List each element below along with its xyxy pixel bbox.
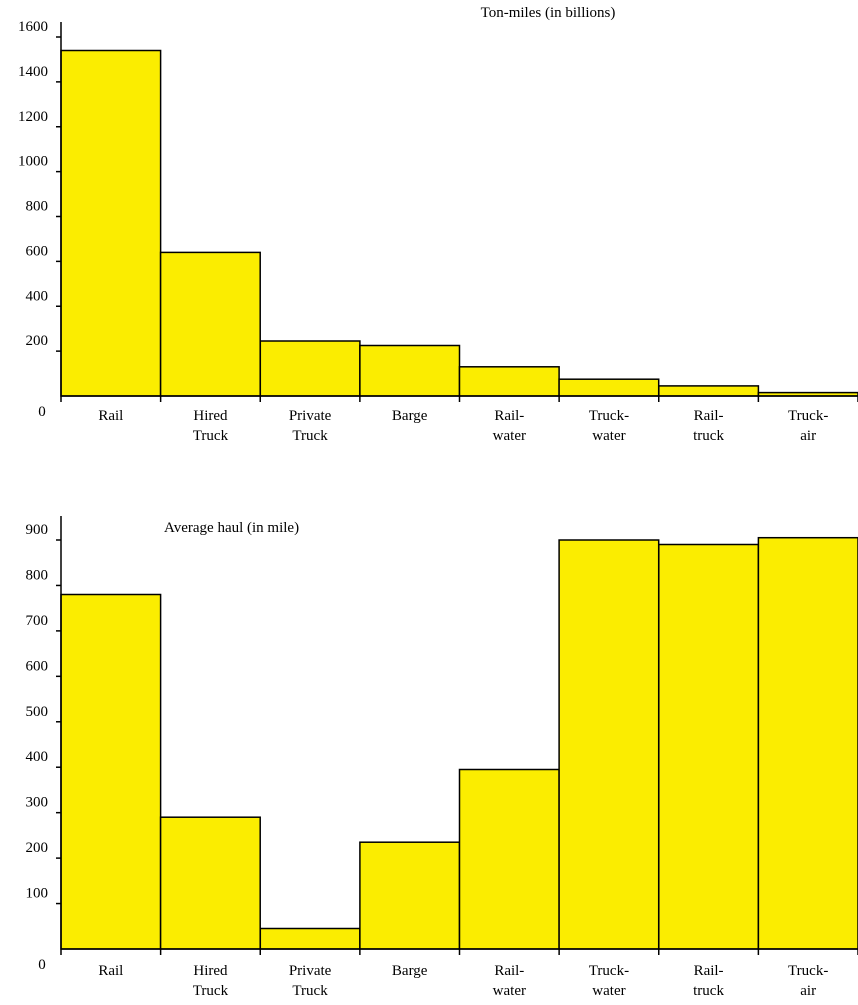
y-tick-label: 300 (26, 795, 49, 811)
x-tick-label: Private Truck (289, 963, 332, 999)
y-tick-label: 100 (26, 886, 49, 902)
y-tick-label: 1200 (18, 109, 48, 125)
x-tick-label: Barge (392, 408, 428, 424)
y-zero-label: 0 (38, 957, 46, 973)
average-haul-chart: 100 200 300 400 500 600 700 800 900 0 Rail Hired Tru… (26, 516, 858, 999)
y-zero-label: 0 (38, 404, 46, 420)
y-tick-label: 1400 (18, 64, 48, 80)
bar (658, 385, 760, 397)
chart-title: Ton-miles (in billions) (481, 5, 616, 21)
bar (60, 593, 162, 950)
bar (558, 378, 660, 397)
x-tick-label: Rail-truck (693, 408, 724, 444)
x-tick-label: Rail-water (493, 963, 526, 999)
y-tick-label: 900 (26, 522, 49, 538)
bar (458, 366, 560, 397)
x-tick-label: Truck-water (589, 408, 629, 444)
bar (259, 340, 361, 397)
x-tick-label: Hired Truck (193, 408, 229, 444)
x-tick-label: Truck-air (788, 963, 828, 999)
chart-title: Average haul (in mile) (164, 520, 299, 536)
bar (658, 543, 760, 950)
y-tick-label: 400 (26, 749, 49, 765)
bar (60, 49, 162, 397)
x-tick-label: Truck-air (788, 408, 828, 444)
bar (558, 539, 660, 950)
y-tick-label: 400 (26, 288, 49, 304)
bar (159, 816, 261, 950)
bar (359, 344, 461, 397)
x-tick-label: Truck-water (589, 963, 629, 999)
x-tick-label: Rail (98, 963, 123, 979)
y-tick-label: 600 (26, 243, 49, 259)
bar (458, 768, 560, 950)
y-tick-label: 200 (26, 840, 49, 856)
bar (757, 536, 858, 950)
y-tick-label: 500 (26, 704, 49, 720)
bar (159, 251, 261, 397)
y-tick-label: 800 (26, 199, 49, 215)
x-tick-label: Barge (392, 963, 428, 979)
bar (359, 841, 461, 950)
y-tick-label: 1600 (18, 19, 48, 35)
x-tick-label: Rail (98, 408, 123, 424)
ton-miles-chart: 200 400 600 800 1000 1200 1400 1600 0 Rail Hired Tr… (18, 5, 858, 444)
x-tick-label: Rail-truck (693, 963, 724, 999)
y-tick-label: 200 (26, 333, 49, 349)
y-tick-label: 700 (26, 613, 49, 629)
bar (259, 927, 361, 950)
x-tick-label: Rail-water (493, 408, 526, 444)
x-tick-label: Private Truck (289, 408, 332, 444)
y-tick-label: 1000 (18, 154, 48, 170)
y-tick-label: 600 (26, 658, 49, 674)
y-tick-label: 800 (26, 567, 49, 583)
x-tick-label: Hired Truck (193, 963, 229, 999)
